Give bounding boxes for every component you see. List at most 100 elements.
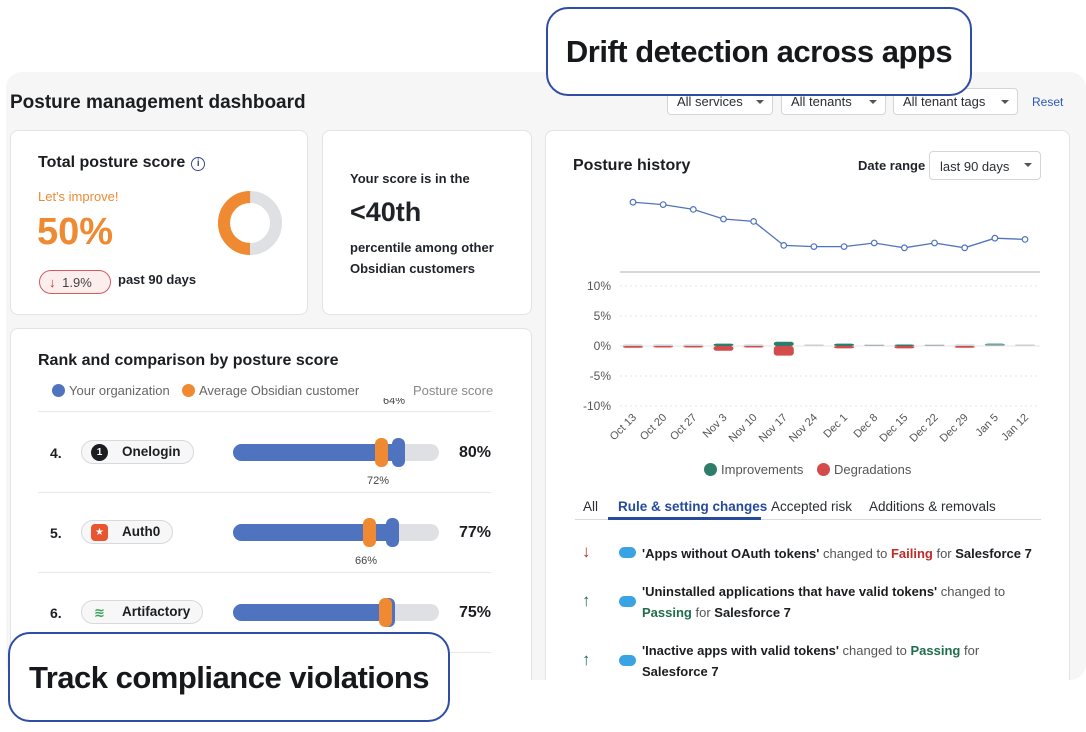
tab-accepted-risk[interactable]: Accepted risk xyxy=(771,499,853,514)
score-value: 50% xyxy=(37,211,114,253)
degradation-bar[interactable] xyxy=(773,346,794,356)
chevron-down-icon xyxy=(1001,100,1009,104)
org-marker xyxy=(391,438,405,467)
legend-degradations-label: Degradations xyxy=(834,462,912,477)
degradation-bar[interactable] xyxy=(683,346,704,348)
percentile-value: <40th xyxy=(350,197,422,227)
app-pill[interactable]: 1 Onelogin xyxy=(81,440,194,464)
score-point[interactable] xyxy=(810,243,818,250)
degradation-bar[interactable] xyxy=(984,344,1005,346)
chart-grid: 10% 5% 0% -5% -10% xyxy=(583,271,1040,413)
tab-all[interactable]: All xyxy=(583,499,599,514)
improvement-bar[interactable] xyxy=(773,341,794,346)
posture-score-card: Total posture score i Let's improve! 50% … xyxy=(10,130,308,315)
score-point[interactable] xyxy=(840,243,848,250)
degradation-bar[interactable] xyxy=(653,346,674,348)
onelogin-icon: 1 xyxy=(91,444,108,461)
percentile-line1: Your score is in the xyxy=(350,171,470,186)
avg-marker xyxy=(379,598,393,627)
rank-title: Rank and comparison by posture score xyxy=(38,352,339,369)
improvement-bar[interactable] xyxy=(894,344,915,347)
score-point[interactable] xyxy=(991,234,999,242)
score-donut xyxy=(218,191,282,255)
rank-legend-org: Your organization xyxy=(52,383,170,398)
rank-number: 4. xyxy=(50,445,62,461)
legend-org-label: Your organization xyxy=(69,383,170,398)
score-point[interactable] xyxy=(750,218,758,225)
x-tick-label: Dec 15 xyxy=(877,412,910,445)
score-point[interactable] xyxy=(870,239,878,247)
tenant-tags-filter-label: All tenant tags xyxy=(903,94,986,109)
tab-rule-setting-changes[interactable]: Rule & setting changes xyxy=(618,499,768,514)
posture-history-card xyxy=(545,130,1070,680)
date-range-select[interactable]: last 90 days xyxy=(929,151,1041,180)
score-point[interactable] xyxy=(659,201,667,209)
degradation-bar[interactable] xyxy=(1015,344,1035,346)
y-tick-label: 10% xyxy=(587,279,611,293)
degradation-bar[interactable] xyxy=(954,346,975,348)
score-point[interactable] xyxy=(780,242,788,249)
improvement-bar[interactable] xyxy=(834,343,855,346)
score-point[interactable] xyxy=(961,244,969,252)
app-name: Auth0 xyxy=(122,524,161,539)
improvement-bar[interactable] xyxy=(954,344,975,346)
score-point[interactable] xyxy=(1021,236,1029,243)
x-tick-label: Oct 20 xyxy=(638,412,669,443)
score-point[interactable] xyxy=(629,198,637,206)
chevron-down-icon xyxy=(756,100,764,104)
degradation-bar[interactable] xyxy=(713,346,734,351)
score-percent: 77% xyxy=(459,524,492,541)
y-tick-label: 5% xyxy=(594,309,612,323)
x-tick-label: Dec 22 xyxy=(908,412,941,445)
score-percent: 75% xyxy=(459,604,492,621)
degradation-bar[interactable] xyxy=(803,344,824,346)
x-tick-label: Dec 29 xyxy=(938,412,971,445)
tab-additions-removals[interactable]: Additions & removals xyxy=(869,499,996,514)
improvement-bar[interactable] xyxy=(743,344,764,346)
x-tick-label: Nov 24 xyxy=(787,412,820,445)
activity-rule-name: 'Inactive apps with valid tokens' xyxy=(642,643,839,658)
score-point[interactable] xyxy=(900,244,908,252)
date-range-value: last 90 days xyxy=(940,159,1010,174)
degradation-bar[interactable] xyxy=(834,346,855,349)
degradation-bar[interactable] xyxy=(924,344,945,346)
activity-prep: for xyxy=(695,605,711,620)
salesforce-icon xyxy=(619,547,636,558)
score-percent: 80% xyxy=(459,444,492,461)
artifactory-icon: ≋ xyxy=(94,605,105,620)
degradation-bar[interactable] xyxy=(743,346,764,348)
clipped-avg-label: 64% xyxy=(383,398,406,406)
avg-marker xyxy=(362,518,376,547)
improvement-bar[interactable] xyxy=(623,344,643,346)
date-range-label: Date range xyxy=(858,158,926,173)
auth0-icon: ★ xyxy=(91,524,108,541)
score-point[interactable] xyxy=(720,215,727,223)
info-icon[interactable]: i xyxy=(191,157,206,171)
degradation-bar[interactable] xyxy=(894,346,915,349)
score-delta-badge: ↓ 1.9% xyxy=(39,270,111,294)
score-point[interactable] xyxy=(931,239,938,247)
score-bar-fill xyxy=(233,444,398,461)
activity-verb: changed to xyxy=(822,546,888,561)
activity-prep: for xyxy=(963,643,980,658)
improvement-bar[interactable] xyxy=(653,344,674,346)
improvement-bar[interactable] xyxy=(683,344,704,346)
app-pill[interactable]: ≋ Artifactory xyxy=(81,600,204,624)
row-divider xyxy=(38,572,491,573)
degradation-bar[interactable] xyxy=(864,344,885,346)
score-bar-fill xyxy=(233,604,388,621)
activity-verb: changed to xyxy=(940,584,1006,599)
percentile-line2: percentile among other xyxy=(350,240,494,255)
salesforce-icon xyxy=(619,655,636,666)
x-tick-label: Nov 3 xyxy=(701,412,730,441)
app-pill[interactable]: ★ Auth0 xyxy=(81,520,174,544)
degradation-bar[interactable] xyxy=(623,346,643,348)
rank-legend-avg: Average Obsidian customer xyxy=(182,383,359,398)
history-title: Posture history xyxy=(573,157,691,174)
reset-button[interactable]: Reset xyxy=(1032,95,1064,109)
score-point[interactable] xyxy=(689,206,697,213)
score-period: past 90 days xyxy=(118,272,197,287)
org-marker xyxy=(385,518,399,547)
y-tick-label: 0% xyxy=(594,339,612,353)
improvement-bar[interactable] xyxy=(713,343,734,346)
